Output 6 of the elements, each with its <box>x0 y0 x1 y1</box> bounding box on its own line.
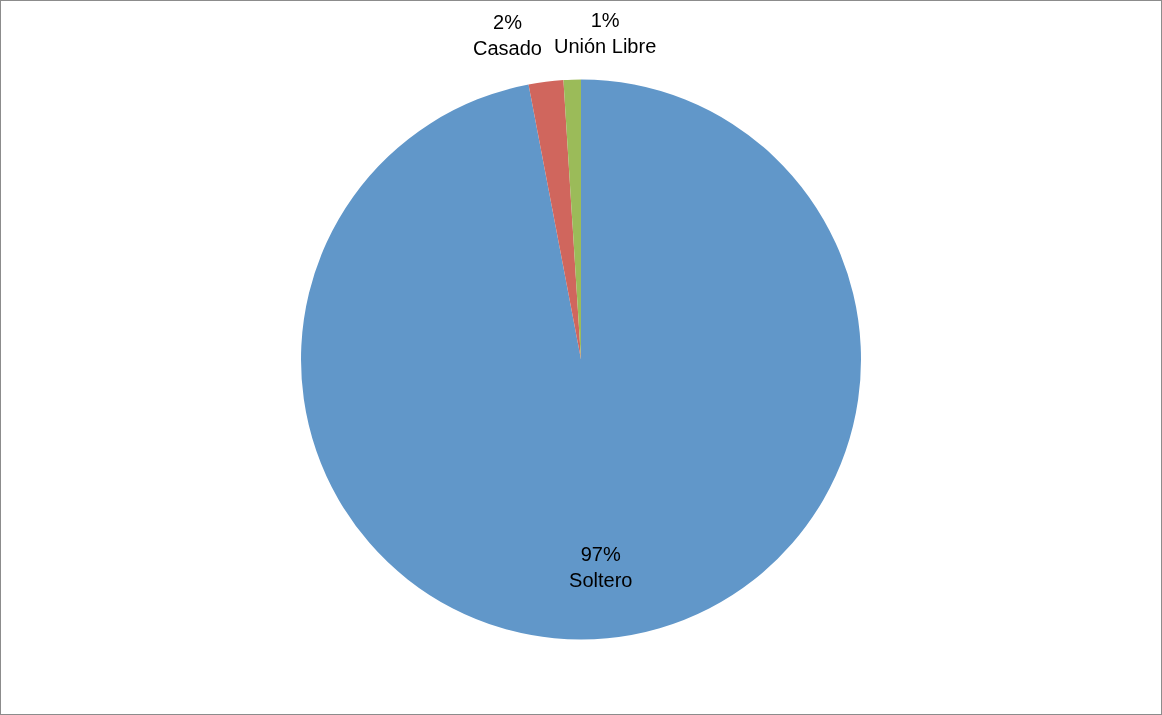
slice-label: Casado <box>473 37 542 60</box>
data-label: 2% <box>493 11 523 34</box>
data-label: 97% <box>580 543 621 566</box>
slice-label: Soltero <box>569 569 633 592</box>
data-label: 1% <box>590 9 620 32</box>
slice-label: Unión Libre <box>553 35 657 58</box>
